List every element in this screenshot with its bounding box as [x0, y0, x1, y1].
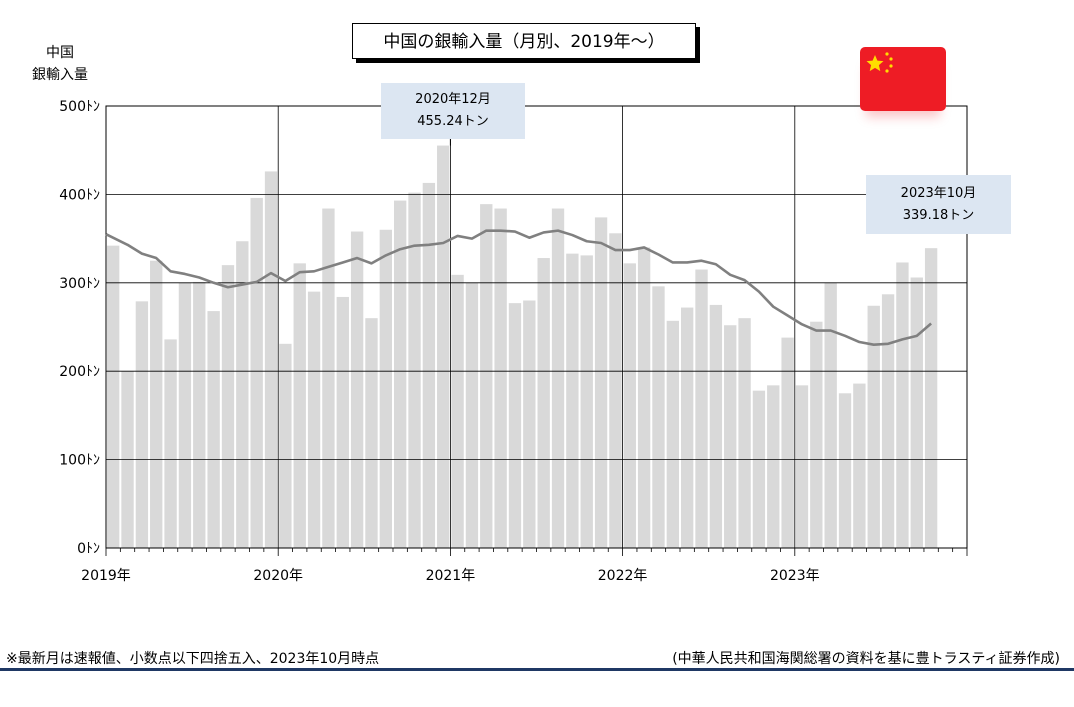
- bar-2023-05: [853, 383, 866, 548]
- bar-2019-12: [264, 171, 278, 549]
- bar-2020-02: [293, 263, 306, 548]
- bar-2021-12: [609, 233, 622, 549]
- bar-2021-05: [508, 303, 522, 548]
- bar-2020-05: [336, 296, 349, 548]
- callout-2020-12-date: 2020年12月: [415, 92, 491, 107]
- source-note: (中華人民共和国海関総署の資料を基に豊トラスティ証券作成): [672, 651, 1060, 667]
- bar-2022-10: [752, 390, 766, 548]
- bar-2019-04: [150, 260, 163, 548]
- bar-2020-10: [408, 192, 421, 548]
- bar-2019-05: [164, 339, 177, 548]
- bar-2020-04: [322, 208, 335, 549]
- bar-2023-04: [838, 393, 852, 548]
- bar-2019-11: [250, 197, 263, 548]
- footnote: ※最新月は速報値、小数点以下四捨五入、2023年10月時点: [6, 651, 380, 667]
- moving-average-line: [105, 229, 932, 346]
- y-tick-label-4: 400ﾄﾝ: [59, 187, 100, 203]
- y-tick-label-0: 0ﾄﾝ: [77, 541, 100, 557]
- bar-2023-08: [896, 262, 909, 548]
- callout-2020-12-value: 455.24トン: [417, 114, 489, 129]
- callout-2023-10-value: 339.18トン: [902, 208, 975, 223]
- bar-2020-03: [307, 291, 321, 548]
- bar-2022-01: [623, 263, 636, 548]
- y-axis-label-line-1: 中国: [46, 45, 74, 61]
- bar-2019-03: [135, 301, 149, 548]
- bar-2023-06: [867, 305, 880, 548]
- bar-2020-08: [379, 229, 392, 548]
- y-tick-label-3: 300ﾄﾝ: [59, 276, 100, 292]
- y-tick-label-1: 100ﾄﾝ: [59, 453, 100, 469]
- bar-2021-07: [537, 258, 550, 548]
- bar-2019-08: [207, 311, 220, 548]
- bar-2021-11: [594, 217, 608, 548]
- bar-2019-06: [178, 282, 192, 548]
- bar-2021-08: [551, 208, 565, 549]
- bar-2021-04: [494, 208, 507, 549]
- china-flag-icon: [860, 47, 946, 111]
- bottom-rule: [0, 668, 1074, 671]
- bar-2023-09: [910, 277, 923, 548]
- bar-2021-06: [523, 300, 536, 548]
- bar-2022-12: [781, 337, 794, 548]
- bar-2022-09: [738, 318, 751, 548]
- bar-2020-12: [437, 145, 450, 548]
- bar-2020-11: [422, 182, 436, 548]
- y-axis-label: 中国 銀輸入量: [18, 42, 102, 86]
- x-tick-label-1: 2020年: [253, 568, 303, 584]
- y-tick-label-2: 200ﾄﾝ: [59, 364, 100, 380]
- bar-2023-03: [824, 282, 837, 548]
- callout-2020-12: 2020年12月 455.24トン: [381, 83, 525, 139]
- bar-2022-06: [695, 269, 708, 548]
- bar-2021-02: [465, 282, 479, 548]
- bar-2022-07: [709, 304, 723, 548]
- x-tick-label-2: 2021年: [426, 568, 476, 584]
- bar-2023-07: [881, 294, 895, 548]
- chart-title: 中国の銀輸入量（月別、2019年～）: [352, 23, 696, 59]
- y-tick-label-5: 500ﾄﾝ: [59, 99, 100, 115]
- bar-2022-05: [681, 307, 694, 548]
- bar-2023-10: [924, 248, 938, 548]
- bar-2020-01: [279, 343, 292, 548]
- bar-2020-07: [365, 318, 378, 548]
- x-tick-label-4: 2023年: [770, 568, 820, 584]
- bar-2019-09: [221, 265, 235, 548]
- plot-area-border: [105, 105, 968, 549]
- y-axis-label-line-2: 銀輸入量: [32, 67, 88, 83]
- bar-2019-01: [107, 245, 120, 549]
- x-tick-label-0: 2019年: [81, 568, 131, 584]
- bar-2021-01: [451, 274, 464, 548]
- bar-2021-09: [566, 253, 579, 548]
- callout-2023-10-date: 2023年10月: [900, 186, 977, 201]
- bar-2023-02: [810, 321, 823, 548]
- bar-2020-06: [350, 231, 364, 548]
- bar-2022-08: [724, 325, 737, 548]
- bar-2022-02: [637, 247, 651, 548]
- bar-2021-10: [580, 255, 593, 548]
- bar-2020-09: [394, 200, 407, 548]
- bar-2022-04: [666, 320, 679, 548]
- bar-2019-10: [236, 241, 249, 548]
- bar-2022-11: [767, 385, 780, 548]
- callout-2023-10: 2023年10月 339.18トン: [866, 175, 1011, 234]
- x-tick-label-3: 2022年: [598, 568, 648, 584]
- bar-2021-03: [480, 204, 493, 548]
- bar-2022-03: [652, 286, 665, 548]
- bar-2019-07: [193, 281, 206, 548]
- bar-2023-01: [795, 385, 809, 548]
